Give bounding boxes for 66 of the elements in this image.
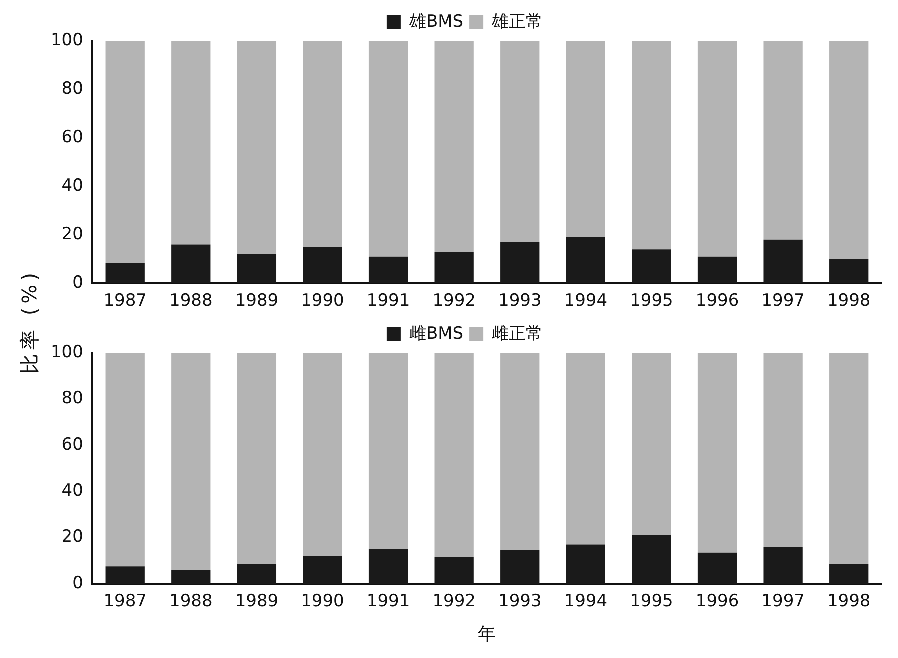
y-tick-label: 100 [50,30,84,50]
x-tick-label: 1989 [235,291,279,312]
bar [632,41,672,250]
x-tick-label: 1993 [498,592,542,612]
x-tick-label: 1996 [696,592,740,612]
bar [566,41,606,238]
x-tick-label: 1998 [827,592,871,612]
x-tick-label: 1997 [762,291,805,312]
bar [172,41,211,245]
x-tick-label: 1996 [696,291,740,312]
bar [237,353,277,564]
x-axis-title: 年 [478,624,496,645]
y-tick-label: 40 [62,481,84,502]
x-tick-label: 1994 [564,291,608,312]
bar [368,41,408,257]
x-tick-label: 1989 [235,592,279,612]
x-tick-label: 1988 [170,291,213,312]
bar [106,353,145,567]
legend-label: 雄BMS [408,12,464,32]
y-tick-label: 100 [50,342,84,362]
bar [237,41,277,254]
y-tick-label: 60 [62,434,84,455]
x-tick-label: 1992 [432,291,476,312]
bar [500,353,540,551]
bar [764,353,803,548]
bar [764,41,803,240]
bar [303,353,342,556]
y-axis-title: 比率 (%) [16,268,42,376]
y-tick-label: 20 [62,224,84,244]
bar [434,353,474,558]
x-tick-label: 1998 [827,291,871,312]
bar [698,353,738,553]
bar [632,353,672,536]
x-tick-label: 1991 [366,592,410,612]
y-tick-label: 0 [72,273,84,294]
x-tick-label: 1988 [170,592,213,612]
legend-label: 雌正常 [492,324,544,344]
bar [566,353,606,545]
bar [698,41,738,257]
bar [368,353,408,550]
x-tick-label: 1990 [301,291,344,312]
y-tick-label: 0 [72,573,84,594]
bar [830,353,869,564]
bar [106,41,145,263]
x-tick-label: 1995 [630,291,674,312]
x-tick-label: 1987 [104,291,147,312]
y-tick-label: 40 [62,176,84,196]
bar [830,41,869,260]
x-tick-label: 1991 [366,291,410,312]
y-tick-label: 60 [62,127,84,148]
legend-label: 雌BMS [409,324,464,344]
x-tick-label: 1995 [630,592,674,612]
y-tick-label: 20 [62,527,84,548]
legend-label: 雄正常 [491,12,544,32]
bar [172,353,211,570]
bar [434,41,474,252]
y-tick-label: 80 [62,388,84,409]
bar [303,41,342,248]
x-tick-label: 1990 [301,592,344,612]
x-tick-label: 1992 [432,592,476,612]
x-tick-label: 1997 [762,592,805,612]
x-tick-label: 1993 [498,291,542,312]
bar [500,41,540,242]
x-tick-label: 1987 [104,592,147,612]
y-tick-label: 80 [62,78,84,99]
x-tick-label: 1994 [564,592,608,612]
